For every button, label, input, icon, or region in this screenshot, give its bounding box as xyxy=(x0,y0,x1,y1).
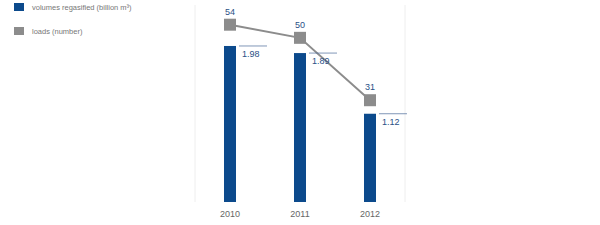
data-label: 1.98 xyxy=(242,49,260,59)
legend: volumes regasified (billion m³) loads (nu… xyxy=(14,3,132,36)
labels: 1.98 1.89 1.12 54 50 31 xyxy=(225,7,407,127)
data-label: 50 xyxy=(295,20,305,30)
chart-root: 1.98 1.89 1.12 54 50 31 2010 2011 2012 volumes re… xyxy=(0,0,600,225)
label-leader xyxy=(239,45,267,46)
data-label: 54 xyxy=(225,7,235,17)
x-tick-label: 2010 xyxy=(220,209,240,219)
data-label: 31 xyxy=(365,82,375,92)
data-label: 1.12 xyxy=(382,117,400,127)
marker xyxy=(224,19,236,31)
x-tick-label: 2012 xyxy=(360,209,380,219)
x-tick-label: 2011 xyxy=(290,209,309,219)
bar xyxy=(364,114,376,202)
marker xyxy=(364,94,376,106)
line xyxy=(230,25,370,101)
legend-label: loads (number) xyxy=(32,27,83,36)
bar xyxy=(224,46,236,202)
label-leader xyxy=(309,53,337,54)
chart: 1.98 1.89 1.12 54 50 31 2010 2011 2012 volumes re… xyxy=(0,0,600,225)
legend-label: volumes regasified (billion m³) xyxy=(32,3,132,12)
label-leader xyxy=(379,113,407,114)
y-axis-line xyxy=(195,5,196,202)
y2-axis-line xyxy=(405,5,406,202)
marker xyxy=(294,32,306,44)
bar xyxy=(294,53,306,202)
marks xyxy=(224,19,376,202)
legend-swatch xyxy=(14,27,24,35)
data-label: 1.89 xyxy=(312,56,330,66)
legend-swatch xyxy=(14,3,24,11)
